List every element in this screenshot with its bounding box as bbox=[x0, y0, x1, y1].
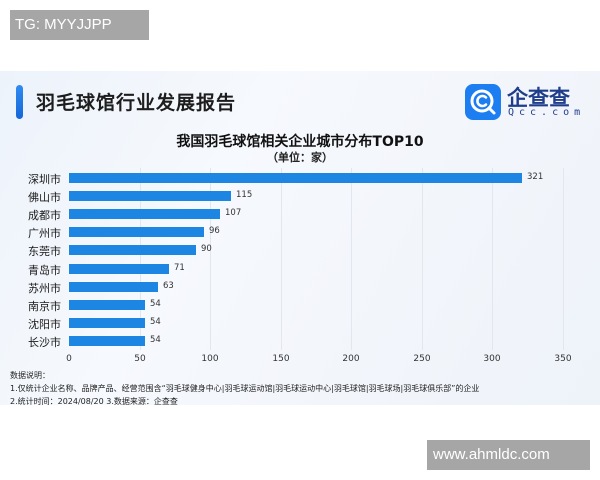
category-label: 东莞市 bbox=[28, 245, 61, 259]
notes-line-2: 2.统计时间：2024/08/20 3.数据来源：企查查 bbox=[10, 397, 178, 406]
x-tick-label: 350 bbox=[554, 354, 572, 364]
x-tick-label: 200 bbox=[342, 354, 360, 364]
bar bbox=[69, 245, 196, 256]
header-accent-bar bbox=[16, 85, 23, 119]
category-label: 南京市 bbox=[28, 299, 61, 313]
bar-value-label: 54 bbox=[150, 334, 161, 345]
gridline bbox=[210, 168, 211, 350]
gridline bbox=[492, 168, 493, 350]
bar-value-label: 54 bbox=[150, 298, 161, 309]
x-tick-label: 100 bbox=[201, 354, 219, 364]
x-tick-label: 150 bbox=[272, 354, 290, 364]
bar bbox=[69, 335, 145, 346]
notes-heading: 数据说明： bbox=[10, 371, 50, 380]
bar-value-label: 90 bbox=[201, 244, 212, 255]
bar bbox=[69, 317, 145, 328]
gridline bbox=[140, 168, 141, 350]
watermark-bottom: www.ahmldc.com bbox=[427, 440, 590, 470]
gridline bbox=[422, 168, 423, 350]
logo-domain: Qcc.com bbox=[508, 107, 586, 118]
gridline bbox=[563, 168, 564, 350]
bar-value-label: 71 bbox=[174, 262, 185, 273]
gridline bbox=[281, 168, 282, 350]
category-label: 沈阳市 bbox=[28, 317, 61, 331]
bar bbox=[69, 209, 220, 220]
category-label: 佛山市 bbox=[28, 191, 61, 205]
qcc-logo: 企查查 Qcc.com bbox=[465, 84, 580, 120]
bar-value-label: 115 bbox=[236, 190, 253, 201]
bar bbox=[69, 299, 145, 310]
gridline bbox=[351, 168, 352, 350]
data-notes: 数据说明： 1.仅统计企业名称、品牌产品、经营范围含“羽毛球健身中心|羽毛球运动… bbox=[10, 369, 479, 408]
x-tick-label: 0 bbox=[66, 354, 72, 364]
report-card bbox=[0, 71, 600, 405]
category-label: 深圳市 bbox=[28, 173, 61, 186]
x-tick-label: 250 bbox=[413, 354, 431, 364]
category-label: 苏州市 bbox=[28, 281, 61, 295]
bar-value-label: 54 bbox=[150, 316, 161, 327]
bar-value-label: 107 bbox=[225, 208, 242, 219]
bar bbox=[69, 227, 204, 238]
x-tick-label: 300 bbox=[483, 354, 501, 364]
category-label: 长沙市 bbox=[28, 335, 61, 349]
chart-subtitle: （单位：家） bbox=[267, 151, 333, 164]
logo-name: 企查查 bbox=[507, 86, 570, 110]
report-title: 羽毛球馆行业发展报告 bbox=[36, 92, 237, 114]
category-label: 成都市 bbox=[28, 209, 61, 223]
bar bbox=[69, 281, 158, 292]
qcc-logo-icon bbox=[465, 84, 501, 120]
bar-value-label: 321 bbox=[527, 172, 544, 182]
bar bbox=[69, 173, 522, 183]
bar-value-label: 63 bbox=[163, 280, 174, 291]
bar bbox=[69, 263, 169, 274]
bar-value-label: 96 bbox=[209, 226, 220, 237]
bar bbox=[69, 191, 231, 202]
category-label: 广州市 bbox=[28, 227, 61, 241]
chart-title: 我国羽毛球馆相关企业城市分布TOP10 bbox=[176, 134, 424, 150]
x-tick-label: 50 bbox=[134, 354, 146, 364]
notes-line-1: 1.仅统计企业名称、品牌产品、经营范围含“羽毛球健身中心|羽毛球运动馆|羽毛球运… bbox=[10, 384, 480, 393]
watermark-top: TG: MYYJJPP bbox=[10, 10, 149, 40]
category-label: 青岛市 bbox=[28, 263, 61, 277]
